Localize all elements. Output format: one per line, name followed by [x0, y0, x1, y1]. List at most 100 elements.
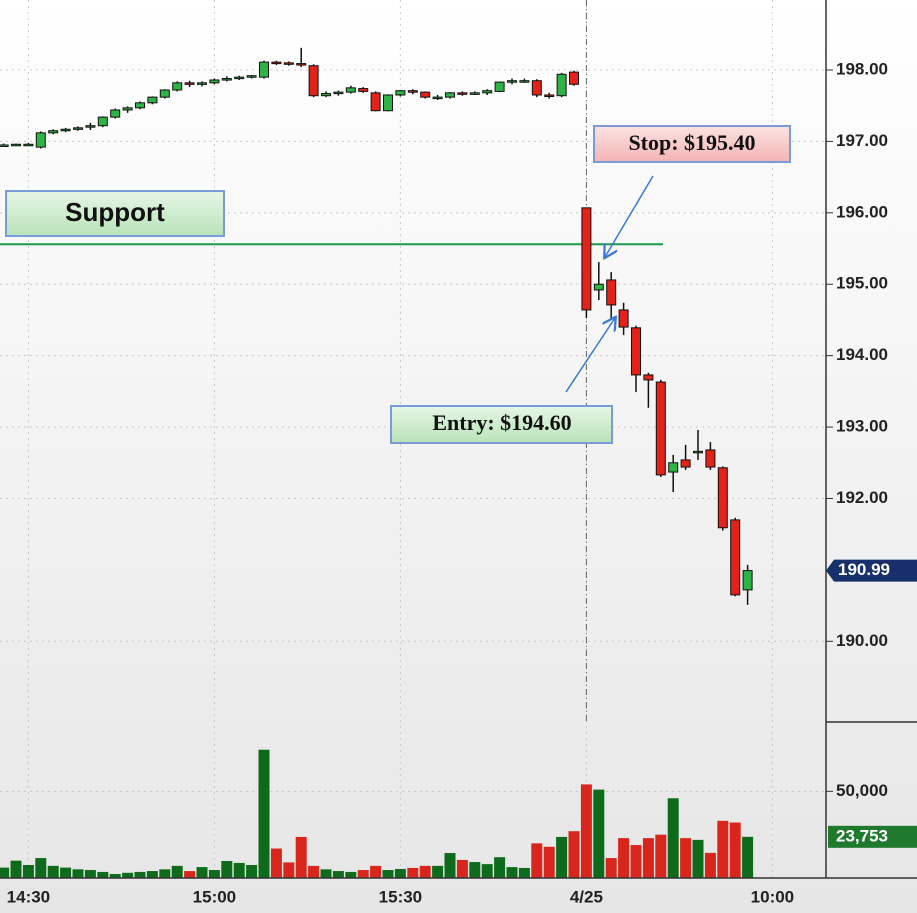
- candle-body: [531, 80, 542, 96]
- candle-body: [432, 96, 443, 100]
- marks: [0, 47, 754, 878]
- x-tick-label: 15:30: [379, 887, 422, 906]
- candle-body: [680, 459, 691, 468]
- volume-bar: [332, 871, 344, 878]
- volume-bar: [382, 870, 394, 878]
- volume-bar: [432, 865, 444, 878]
- candle-body: [742, 570, 753, 591]
- candle-body: [271, 61, 282, 65]
- candle-body: [655, 381, 666, 476]
- x-tick-label: 4/25: [570, 887, 603, 906]
- price-tag-label: 190.99: [838, 560, 890, 579]
- candle-body: [370, 92, 381, 112]
- x-tick-label: 15:00: [193, 887, 236, 906]
- volume-bar: [233, 862, 245, 878]
- volume-bar: [72, 869, 84, 878]
- volume-bar: [469, 862, 481, 878]
- volume-bar: [593, 789, 605, 878]
- candle-body: [606, 279, 617, 306]
- y-tick-label: 193.00: [836, 417, 888, 436]
- volume-bar: [345, 871, 357, 878]
- candle-body: [631, 327, 641, 376]
- candle-body: [172, 82, 183, 91]
- candle-body: [469, 92, 480, 95]
- volume-bar: [506, 867, 518, 878]
- volume-bar: [134, 871, 146, 878]
- annotation-text: Support: [65, 197, 165, 227]
- candle-body: [159, 89, 170, 98]
- y-tick-label: 190.00: [836, 631, 888, 650]
- volume-bar: [171, 865, 183, 878]
- candle-body: [482, 90, 493, 94]
- candle-body: [147, 96, 158, 104]
- volume-bar: [283, 862, 295, 878]
- volume-bar: [109, 874, 121, 878]
- candle-body: [358, 88, 369, 92]
- volume-bar: [295, 836, 307, 878]
- volume-bar: [407, 867, 419, 878]
- volume-bar: [494, 857, 506, 878]
- volume-bar: [543, 846, 555, 878]
- candle-body: [494, 81, 505, 92]
- candle-body: [184, 82, 195, 85]
- y-tick-label: 196.00: [836, 202, 888, 221]
- candle-body: [668, 462, 679, 473]
- volume-bar: [556, 836, 568, 878]
- volume-bar: [0, 867, 10, 878]
- volume-bar: [419, 865, 431, 878]
- candle-body: [23, 143, 34, 147]
- candle-body: [321, 93, 331, 97]
- candle-body: [693, 450, 703, 454]
- candle-body: [581, 207, 592, 311]
- candle-body: [197, 82, 207, 85]
- volume-bar: [456, 859, 468, 878]
- y-tick-label: 192.00: [836, 488, 888, 507]
- volume-bar: [531, 843, 543, 878]
- price-tag: [826, 559, 917, 582]
- candle-body: [11, 143, 21, 147]
- volume-bar: [742, 836, 754, 878]
- volume-bar: [680, 838, 692, 878]
- candle-body: [445, 92, 455, 98]
- x-tick-label: 14:30: [7, 887, 50, 906]
- candle-body: [544, 94, 555, 97]
- candle-body: [60, 128, 71, 132]
- volume-bar: [60, 867, 72, 878]
- candle-body: [705, 449, 716, 468]
- y-tick-label: 50,000: [836, 781, 888, 800]
- candle-body: [85, 125, 96, 128]
- volume-bar: [196, 867, 208, 878]
- candle-body: [618, 309, 629, 328]
- y-tick-label: 198.00: [836, 59, 888, 78]
- candle-body: [407, 90, 418, 93]
- volume-bar: [308, 865, 320, 878]
- volume-bar: [270, 848, 282, 878]
- annotation-box: [5, 190, 225, 237]
- volume-bar: [618, 838, 630, 878]
- volume-bar: [667, 798, 679, 878]
- volume-bar: [357, 870, 369, 878]
- volume-bar: [580, 784, 592, 878]
- volume-bar: [84, 870, 96, 878]
- volume-bar: [47, 865, 59, 878]
- candle-body: [283, 62, 294, 65]
- volume-bar: [444, 853, 456, 878]
- candle-body: [507, 80, 517, 83]
- volume-bar: [122, 872, 134, 878]
- volume-bar: [97, 871, 109, 878]
- volume-tag: [828, 825, 917, 848]
- volume-bar: [159, 869, 171, 878]
- volume-bar: [717, 820, 729, 878]
- candle-body: [519, 80, 530, 83]
- volume-bar: [35, 858, 47, 878]
- candle-body: [333, 91, 344, 95]
- x-tick-label: 10:00: [751, 887, 794, 906]
- volume-tag-label: 23,753: [836, 826, 888, 845]
- volume-bar: [704, 852, 716, 878]
- candle-body: [345, 87, 356, 93]
- candle-body: [556, 73, 567, 97]
- volume-bar: [568, 831, 580, 878]
- volume-bar: [481, 864, 493, 878]
- y-tick-label: 195.00: [836, 274, 888, 293]
- candle-body: [122, 107, 133, 111]
